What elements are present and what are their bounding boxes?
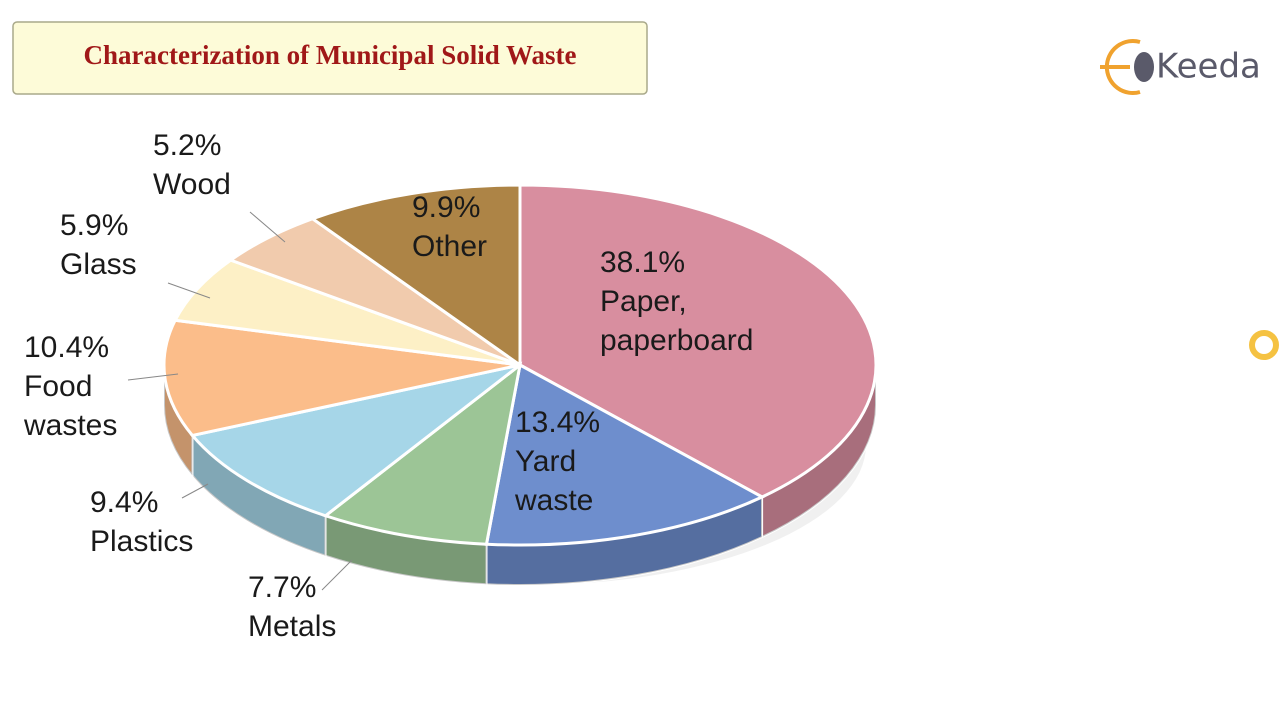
slice [162,318,521,438]
category-label: Paper, paperboard [600,285,753,357]
category-label: Other [412,230,487,263]
chart-title: Characterization of Municipal Solid Wast… [84,40,577,70]
cursor-ring [1249,330,1279,360]
value-label: 7.7% [248,571,316,604]
leader-line [321,559,353,591]
category-label: Plastics [90,525,193,558]
leader-line [249,211,286,243]
leader-line [167,282,211,299]
slice-side-shade [192,435,326,556]
value-label: 5.2% [153,129,221,162]
category-label: Metals [248,610,336,643]
value-label: 13.4% [515,406,600,439]
slice [322,361,523,546]
slice [189,363,521,518]
slice-side-shade [325,515,487,585]
slice [518,183,878,499]
logo-icon [1100,39,1154,95]
slice [309,183,522,368]
pie [162,183,878,586]
slice [484,362,766,547]
slice-side-shade [762,365,876,537]
value-label: 38.1% [600,246,685,279]
logo-text: Keeda [1156,47,1261,87]
leader-line [181,483,209,499]
category-label: Glass [60,248,137,281]
labels: 38.1% Paper, paperboard 13.4% Yard waste 7.7… [23,129,753,643]
value-label: 10.4% [24,331,109,364]
category-label: Wood [153,168,231,201]
leader-line [127,373,179,381]
slice-side-shade [164,365,193,476]
value-label: 9.4% [90,486,158,519]
value-label: 5.9% [60,209,128,242]
value-label: 9.9% [412,191,480,224]
title-box [12,21,648,95]
category-label: Yard waste [514,445,593,517]
category-label: Food wastes [23,370,117,442]
slice-side-shade [486,496,763,585]
